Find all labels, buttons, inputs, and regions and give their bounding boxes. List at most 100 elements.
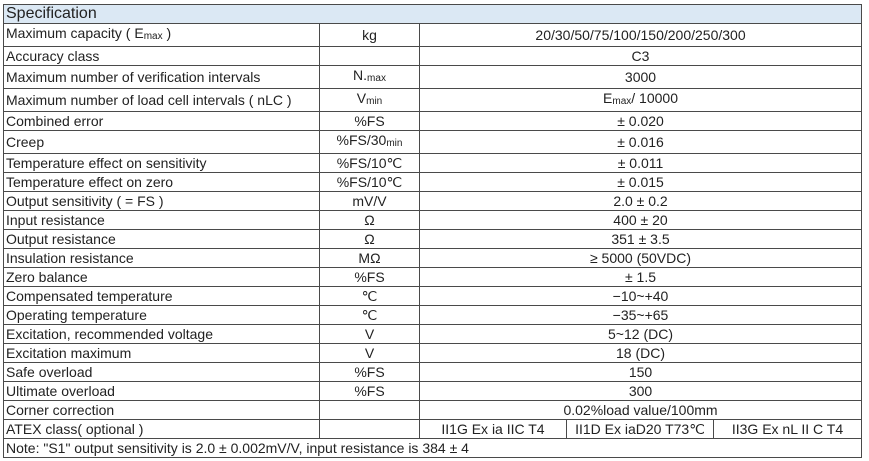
spec-label: Compensated temperature <box>3 286 320 306</box>
spec-label: Combined error <box>3 111 320 131</box>
spec-label: Ultimate overload <box>3 381 320 401</box>
spec-row: Accuracy class C3 <box>3 46 863 66</box>
spec-label: Maximum number of verification intervals <box>3 65 320 89</box>
spec-value: −10~+40 <box>418 286 863 306</box>
spec-row: Corner correction 0.02%load value/100mm <box>3 400 863 420</box>
spec-unit: Vmin <box>319 88 420 112</box>
spec-row: Combined error %FS ± 0.020 <box>3 111 863 131</box>
spec-row: Temperature effect on sensitivity %FS/10℃… <box>3 153 863 173</box>
spec-value: 351 ± 3.5 <box>418 229 863 249</box>
spec-label: Corner correction <box>3 400 320 420</box>
spec-unit: %FS/10℃ <box>319 172 420 192</box>
spec-row: Excitation, recommended voltage V 5~12 (DC… <box>3 324 863 344</box>
spec-label: Zero balance <box>3 267 320 287</box>
spec-value: −35~+65 <box>418 305 863 325</box>
subscript: min <box>386 138 403 149</box>
spec-row: Maximum capacity ( Emax ) kg 20/30/50/75/1… <box>3 23 863 47</box>
spec-label: Excitation, recommended voltage <box>3 324 320 344</box>
spec-row: Operating temperature ℃ −35~+65 <box>3 305 863 325</box>
text-segment: V <box>356 90 367 106</box>
spec-unit: %FS/30min <box>319 130 420 154</box>
spec-unit: Ω <box>319 229 420 249</box>
spec-label: Output resistance <box>3 229 320 249</box>
spec-value: ± 0.015 <box>418 172 863 192</box>
spec-value: ≥ 5000 (50VDC) <box>418 248 863 268</box>
spec-label: Operating temperature <box>3 305 320 325</box>
spec-unit <box>319 400 420 420</box>
spec-label: Input resistance <box>3 210 320 230</box>
spec-label: Accuracy class <box>3 46 320 66</box>
spec-value: Emax/ 10000 <box>418 88 863 112</box>
spec-unit: %FS <box>319 111 420 131</box>
spec-value: ± 0.011 <box>418 153 863 173</box>
spec-label: Maximum number of load cell intervals ( … <box>3 88 320 112</box>
spec-label: Temperature effect on sensitivity <box>3 153 320 173</box>
spec-value: 300 <box>418 381 863 401</box>
spec-row: Safe overload %FS 150 <box>3 362 863 382</box>
spec-unit <box>319 419 420 439</box>
atex-row: ATEX class( optional ) II1G Ex ia IIC T4 I… <box>3 419 863 439</box>
spec-row: Maximum number of verification intervals… <box>3 65 863 89</box>
spec-value: 0.02%load value/100mm <box>418 400 863 420</box>
spec-value: ± 1.5 <box>418 267 863 287</box>
text-segment: Maximum capacity ( E <box>6 25 144 41</box>
spec-value: ± 0.020 <box>418 111 863 131</box>
spec-row: Temperature effect on zero %FS/10℃ ± 0.015 <box>3 172 863 192</box>
spec-value: 150 <box>418 362 863 382</box>
spec-unit: kg <box>319 23 420 47</box>
note: Note: "S1" output sensitivity is 2.0 ± 0… <box>2 438 863 458</box>
header-title: Specification <box>2 4 863 24</box>
spec-value: C3 <box>418 46 863 66</box>
spec-unit: V <box>319 324 420 344</box>
atex-value: II1G Ex ia IIC T4 <box>419 419 567 439</box>
subscript: max <box>143 31 163 42</box>
spec-value: 3000 <box>418 65 863 89</box>
spec-unit: MΩ <box>319 248 420 268</box>
spec-row: Output resistance Ω 351 ± 3.5 <box>3 229 863 249</box>
note-row: Note: "S1" output sensitivity is 2.0 ± 0… <box>2 438 863 458</box>
spec-row: Ultimate overload %FS 300 <box>3 381 863 401</box>
header-row: Specification <box>2 4 863 24</box>
spec-label: Safe overload <box>3 362 320 382</box>
spec-label: Output sensitivity ( = FS ) <box>3 191 320 211</box>
spec-row: Excitation maximum V 18 (DC) <box>3 343 863 363</box>
spec-unit: %FS/10℃ <box>319 153 420 173</box>
spec-row: Creep %FS/30min ± 0.016 <box>3 130 863 154</box>
spec-row: Zero balance %FS ± 1.5 <box>3 267 863 287</box>
spec-value: 5~12 (DC) <box>418 324 863 344</box>
spec-unit: N.max <box>319 65 420 89</box>
spec-label: Creep <box>3 130 320 154</box>
spec-unit: %FS <box>319 362 420 382</box>
spec-unit: V <box>319 343 420 363</box>
spec-value: ± 0.016 <box>418 130 863 154</box>
spec-row: Output sensitivity ( = FS ) mV/V 2.0 ± 0.2 <box>3 191 863 211</box>
spec-row: Insulation resistance MΩ ≥ 5000 (50VDC) <box>3 248 863 268</box>
text-segment: ) <box>162 25 172 41</box>
text-segment: N. <box>353 67 368 83</box>
spec-row: Maximum number of load cell intervals ( … <box>3 88 863 112</box>
spec-value: 2.0 ± 0.2 <box>418 191 863 211</box>
text-segment: %FS/30 <box>336 132 387 148</box>
table-body: Specification Maximum capacity ( Emax ) k… <box>2 4 863 458</box>
spec-label: Insulation resistance <box>3 248 320 268</box>
spec-value: 20/30/50/75/100/150/200/250/300 <box>418 23 863 47</box>
subscript: max <box>367 73 386 84</box>
subscript: min <box>366 96 383 107</box>
spec-row: Compensated temperature ℃ −10~+40 <box>3 286 863 306</box>
spec-value: 18 (DC) <box>418 343 863 363</box>
spec-label: Temperature effect on zero <box>3 172 320 192</box>
text-segment: E <box>603 90 613 106</box>
spec-unit: ℃ <box>319 286 420 306</box>
spec-label: Maximum capacity ( Emax ) <box>3 23 320 47</box>
spec-table: Specification Maximum capacity ( Emax ) k… <box>2 4 863 458</box>
spec-value: 400 ± 20 <box>418 210 863 230</box>
atex-value: II3G Ex nL II C T4 <box>712 419 863 439</box>
spec-unit: ℃ <box>319 305 420 325</box>
spec-unit: %FS <box>319 267 420 287</box>
subscript: max <box>612 96 632 107</box>
spec-label: Excitation maximum <box>3 343 320 363</box>
atex-value: II1D Ex iaD20 T73℃ <box>566 419 714 439</box>
spec-row: Input resistance Ω 400 ± 20 <box>3 210 863 230</box>
spec-unit: Ω <box>319 210 420 230</box>
